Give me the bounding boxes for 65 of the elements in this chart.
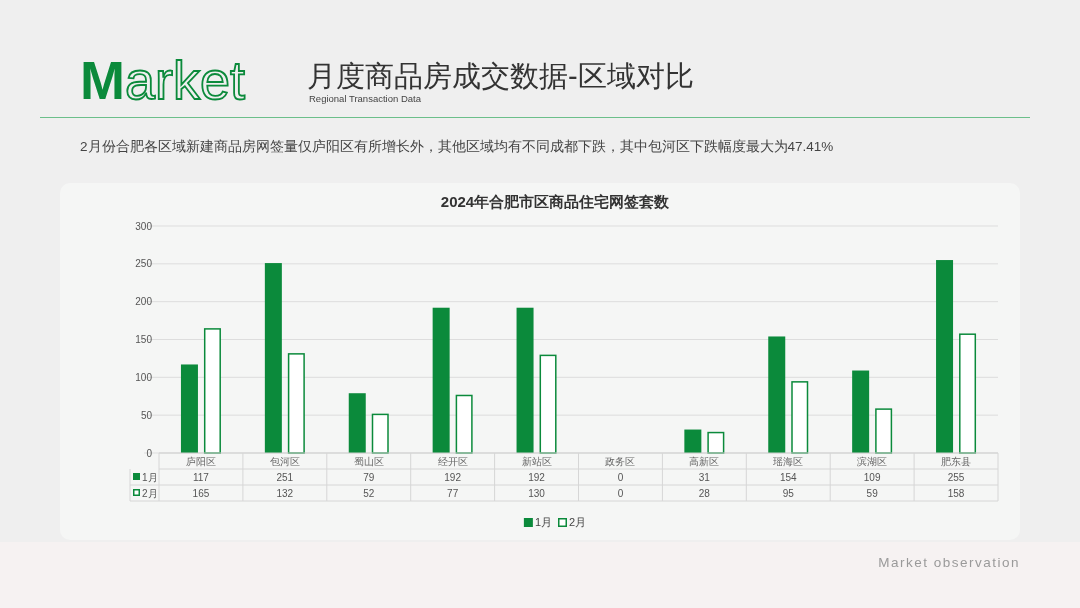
bar bbox=[432, 307, 450, 453]
text: Market observation bbox=[878, 555, 1020, 570]
y-tick-label: 50 bbox=[140, 409, 153, 421]
legend-label: 1月 bbox=[142, 472, 158, 483]
bar bbox=[684, 429, 702, 453]
data-label: 165 bbox=[192, 488, 210, 499]
data-label: 95 bbox=[782, 488, 795, 499]
x-tick-label: 蜀山区 bbox=[353, 456, 384, 467]
y-tick-label: 0 bbox=[146, 447, 153, 459]
y-tick-label: 250 bbox=[135, 258, 153, 270]
bar bbox=[539, 354, 557, 454]
data-label: 117 bbox=[192, 472, 210, 483]
text: Market bbox=[80, 50, 246, 110]
bar bbox=[287, 353, 305, 454]
bar bbox=[348, 393, 366, 453]
bar bbox=[875, 408, 893, 454]
bar bbox=[791, 381, 809, 454]
data-label: 154 bbox=[779, 472, 798, 483]
x-tick-label: 政务区 bbox=[605, 456, 636, 467]
data-label: 158 bbox=[947, 488, 965, 499]
data-label: 31 bbox=[698, 472, 711, 483]
text: 月度商品房成交数据-区域对比 bbox=[307, 60, 694, 92]
text: 2月份合肥各区域新建商品房网签量仅庐阳区有所增长外，其他区域均有不同成都下跌，其中包河区下跌幅度最大为47.41% bbox=[80, 139, 834, 154]
legend-label: 1月 bbox=[534, 516, 552, 528]
data-label: 0 bbox=[617, 488, 624, 499]
x-tick-label: 新站区 bbox=[521, 456, 552, 467]
data-label: 132 bbox=[276, 488, 294, 499]
x-tick-label: 庐阳区 bbox=[185, 456, 216, 467]
data-label: 251 bbox=[276, 472, 294, 483]
y-tick-label: 100 bbox=[135, 371, 153, 383]
data-label: 109 bbox=[863, 472, 881, 483]
data-label: 28 bbox=[698, 488, 711, 499]
x-tick-label: 包河区 bbox=[269, 456, 300, 467]
chart-subtitle: Regional Transaction Data bbox=[309, 93, 422, 104]
data-label: 59 bbox=[866, 488, 879, 499]
data-label: 77 bbox=[447, 488, 459, 499]
bar bbox=[516, 307, 534, 453]
bar bbox=[203, 328, 221, 454]
chart-title: 2024年合肥市区商品住宅网签套数 bbox=[440, 193, 671, 210]
x-tick-label: 瑶海区 bbox=[773, 456, 804, 467]
bar bbox=[959, 333, 977, 454]
x-tick-label: 高新区 bbox=[689, 456, 720, 467]
bar bbox=[371, 413, 389, 454]
bar bbox=[768, 336, 786, 453]
data-label: 255 bbox=[947, 472, 965, 483]
data-label: 52 bbox=[363, 488, 375, 499]
y-tick-label: 300 bbox=[135, 220, 153, 232]
legend-label: 2月 bbox=[142, 488, 158, 499]
y-tick-label: 150 bbox=[135, 334, 153, 345]
data-label: 192 bbox=[444, 472, 462, 483]
x-tick-label: 滨湖区 bbox=[857, 456, 888, 467]
x-tick-label: 肥东县 bbox=[941, 456, 972, 467]
data-label: 0 bbox=[617, 472, 624, 483]
data-label: 192 bbox=[528, 472, 546, 483]
bar bbox=[264, 263, 282, 453]
data-label: 130 bbox=[528, 488, 546, 499]
legend-label: 2月 bbox=[569, 516, 587, 528]
bar bbox=[707, 431, 725, 454]
data-label: 79 bbox=[363, 472, 375, 483]
bar bbox=[455, 394, 473, 454]
bar bbox=[852, 370, 870, 453]
x-tick-label: 经开区 bbox=[437, 456, 468, 467]
y-tick-label: 200 bbox=[135, 296, 153, 308]
bar bbox=[936, 260, 954, 453]
bar bbox=[180, 364, 198, 453]
